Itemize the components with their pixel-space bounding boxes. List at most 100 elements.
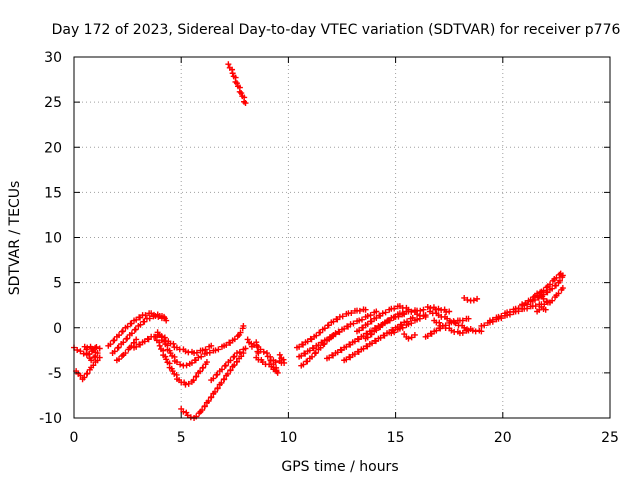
data-point bbox=[414, 316, 421, 323]
data-point-interp bbox=[210, 375, 217, 382]
data-point-interp bbox=[238, 353, 245, 360]
data-point-interp bbox=[317, 329, 324, 336]
data-point bbox=[152, 333, 159, 340]
data-point bbox=[203, 359, 210, 366]
series-trace-27 bbox=[424, 303, 453, 316]
y-axis-label: SDTVAR / TECUs bbox=[7, 181, 23, 296]
data-point bbox=[161, 338, 168, 345]
data-point-interp bbox=[237, 329, 244, 336]
y-tick-label: 20 bbox=[44, 140, 62, 156]
data-point-interp bbox=[162, 353, 169, 360]
data-point-interp bbox=[111, 337, 118, 344]
series-trace-25 bbox=[426, 308, 485, 335]
data-point-interp bbox=[543, 298, 550, 305]
series-trace-5 bbox=[113, 336, 140, 364]
data-point-interp bbox=[408, 334, 415, 341]
series-trace-15 bbox=[293, 306, 369, 351]
data-point-interp bbox=[391, 313, 398, 320]
data-point-interp bbox=[377, 324, 384, 331]
series-trace-28 bbox=[461, 294, 481, 304]
tick-labels: 0 5 10 15 20 25 -10 -5 0 5 10 15 20 25 30 bbox=[39, 50, 619, 446]
data-point-interp bbox=[382, 309, 389, 316]
data-point-interp bbox=[373, 327, 380, 334]
data-point-interp bbox=[312, 349, 319, 356]
series-trace-32 bbox=[534, 285, 566, 306]
data-point bbox=[373, 308, 380, 315]
data-point bbox=[542, 306, 549, 313]
y-tick-label: 25 bbox=[44, 95, 62, 111]
data-point-interp bbox=[183, 362, 190, 369]
chart-title: Day 172 of 2023, Sidereal Day-to-day VTE… bbox=[52, 22, 621, 38]
data-point-interp bbox=[427, 305, 434, 312]
data-point-interp bbox=[155, 313, 162, 320]
data-point-interp bbox=[339, 313, 346, 320]
data-point-interp bbox=[215, 346, 222, 353]
data-point bbox=[182, 381, 189, 388]
data-point-interp bbox=[141, 318, 148, 325]
series-trace-33 bbox=[534, 303, 549, 315]
data-point bbox=[474, 295, 481, 302]
data-point-interp bbox=[326, 336, 333, 343]
data-point-interp bbox=[224, 370, 231, 377]
data-point bbox=[96, 354, 103, 361]
data-point-interp bbox=[408, 320, 415, 327]
data-point bbox=[270, 357, 277, 364]
x-axis-label: GPS time / hours bbox=[281, 459, 398, 475]
data-point-interp bbox=[111, 348, 118, 355]
data-point-interp bbox=[549, 297, 556, 304]
data-point-interp bbox=[348, 310, 355, 317]
y-tick-label: 30 bbox=[44, 50, 62, 66]
data-point-interp bbox=[205, 398, 212, 405]
data-points bbox=[71, 61, 566, 421]
data-point-interp bbox=[188, 359, 195, 366]
data-point-interp bbox=[236, 349, 243, 356]
data-point bbox=[276, 351, 283, 358]
data-point-interp bbox=[115, 344, 122, 351]
data-point-interp bbox=[459, 317, 466, 324]
data-point-interp bbox=[88, 345, 95, 352]
data-point bbox=[199, 347, 206, 354]
data-point bbox=[152, 313, 159, 320]
data-point-interp bbox=[391, 329, 398, 336]
series-trace-4 bbox=[109, 313, 168, 357]
data-point-interp bbox=[91, 354, 98, 361]
data-point bbox=[411, 331, 418, 338]
data-point-interp bbox=[417, 307, 424, 314]
data-point-interp bbox=[498, 313, 505, 320]
data-point bbox=[263, 350, 270, 357]
data-point-interp bbox=[381, 320, 388, 327]
data-point-interp bbox=[231, 336, 238, 343]
series-trace-3 bbox=[105, 310, 170, 349]
data-point-interp bbox=[553, 274, 560, 281]
data-point-interp bbox=[132, 326, 139, 333]
data-point bbox=[255, 350, 262, 357]
series-trace-26 bbox=[431, 317, 472, 337]
data-point-interp bbox=[522, 300, 529, 307]
data-point-interp bbox=[227, 367, 234, 374]
data-point-interp bbox=[300, 361, 307, 368]
data-point bbox=[379, 310, 386, 317]
data-point bbox=[163, 356, 170, 363]
data-point-interp bbox=[214, 371, 221, 378]
data-point-interp bbox=[180, 408, 187, 415]
data-point bbox=[257, 346, 264, 353]
data-point-interp bbox=[489, 316, 496, 323]
data-point bbox=[356, 317, 363, 324]
data-point-interp bbox=[359, 316, 366, 323]
data-point bbox=[461, 294, 468, 301]
x-tick-label: 0 bbox=[70, 430, 79, 446]
data-point-interp bbox=[90, 362, 97, 369]
data-point bbox=[208, 342, 215, 349]
data-point-interp bbox=[350, 320, 357, 327]
data-point-interp bbox=[321, 325, 328, 332]
data-point-interp bbox=[197, 368, 204, 375]
series-trace-8 bbox=[154, 322, 247, 369]
data-point-interp bbox=[459, 329, 466, 336]
data-point-interp bbox=[308, 353, 315, 360]
data-point-interp bbox=[190, 377, 197, 384]
data-point-interp bbox=[472, 328, 479, 335]
x-tick-label: 15 bbox=[387, 430, 405, 446]
data-point bbox=[163, 317, 170, 324]
data-point-interp bbox=[549, 285, 556, 292]
